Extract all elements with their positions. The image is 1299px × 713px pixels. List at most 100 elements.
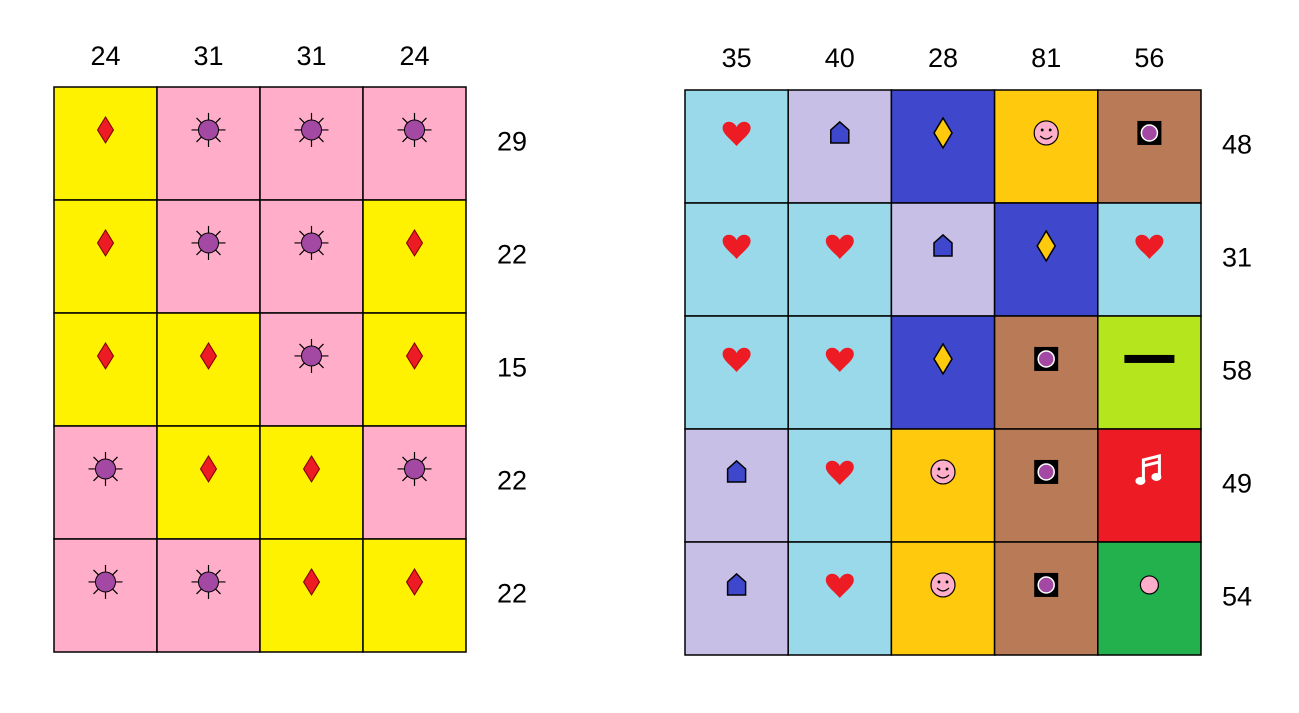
tile [890,428,996,543]
sun-icon [198,232,219,254]
tile-icon [96,341,115,370]
column-sum: 31 [296,41,326,71]
smiley-mouth [1039,135,1053,140]
diamond-icon [1036,229,1057,263]
tile [684,202,789,317]
tile [890,541,996,656]
column-sum: 81 [1031,43,1061,73]
tile-icon [825,573,854,598]
tile [787,428,893,543]
tile-icon [933,342,953,376]
row-sum: 22 [497,579,527,609]
tile-icon [1137,120,1162,145]
row-sum: 15 [497,353,527,383]
heart-icon [1135,234,1164,259]
tile [787,315,893,430]
note-head [1151,472,1162,481]
heart-icon [722,121,751,146]
smiley-eye [945,580,949,584]
tile-icon [191,225,226,260]
tile-icon [88,564,123,599]
tile-icon [405,228,424,257]
tile-icon [1135,234,1164,259]
note-head [1135,476,1146,485]
tile [890,202,996,317]
diamond-icon [199,454,218,483]
tile [1097,541,1202,656]
circle-icon [1139,575,1160,595]
tile [993,541,1099,656]
row-sum: 22 [497,466,527,496]
diamond-icon [199,341,218,370]
tile-icon [405,341,424,370]
smiley-mouth [936,587,950,592]
tile [684,315,789,430]
tile-icon [825,347,854,372]
tile-icon [302,454,321,483]
smiley-eye [937,467,941,471]
tile-icon [1135,454,1162,485]
tile-icon [825,460,854,485]
tile-icon [302,567,321,596]
heart-icon [825,234,854,259]
tile-icon [88,451,123,486]
tile-icon [1124,354,1175,363]
smiley-eye [1040,128,1044,132]
column-sum: 31 [193,41,223,71]
row-sum: 54 [1222,582,1252,612]
tile-icon [930,459,956,485]
tile-icon [191,564,226,599]
diamond-icon [933,342,953,376]
box-dot [1037,463,1055,481]
smiley-icon [1033,120,1059,146]
diamond-icon [405,341,424,370]
tile [1097,315,1202,430]
note-icon [1141,454,1161,480]
tile-icon [830,120,850,144]
tile-icon [294,112,329,147]
heart-icon [825,347,854,372]
tile-icon [96,115,115,144]
house-icon [726,572,747,596]
tile [1097,89,1202,204]
diamond-icon [96,341,115,370]
row-sum: 29 [497,127,527,157]
sun-icon [301,119,322,141]
tile [993,315,1099,430]
tile [1097,428,1202,543]
smiley-icon [930,572,956,598]
sun-icon [198,571,219,593]
diamond-icon [302,567,321,596]
box-dot [1037,350,1055,368]
column-sum: 56 [1134,43,1164,73]
tile-icon [726,572,747,596]
diamond-icon [405,228,424,257]
tile-icon [1034,572,1059,597]
tile-icon [397,112,432,147]
house-icon [830,120,850,144]
column-sum: 28 [928,43,958,73]
box-dot [1140,124,1159,142]
tile-icon [722,234,751,259]
row-sum: 31 [1222,243,1252,273]
sun-icon [95,458,116,480]
sun-icon [301,345,322,367]
heart-icon [825,460,854,485]
column-sum: 40 [825,43,855,73]
house-icon [933,233,953,257]
tile-icon [930,572,956,598]
tile-icon [722,121,751,146]
column-sum: 35 [722,43,752,73]
tile [684,541,789,656]
heart-icon [722,347,751,372]
sun-icon [404,458,425,480]
diamond-icon [96,115,115,144]
diamond-icon [933,116,953,150]
tile [787,202,893,317]
smiley-mouth [936,474,950,479]
tile-icon [933,233,953,257]
tile-icon [726,459,747,483]
tile-icon [1034,459,1059,484]
tile-icon [1036,229,1057,263]
diamond-icon [96,228,115,257]
